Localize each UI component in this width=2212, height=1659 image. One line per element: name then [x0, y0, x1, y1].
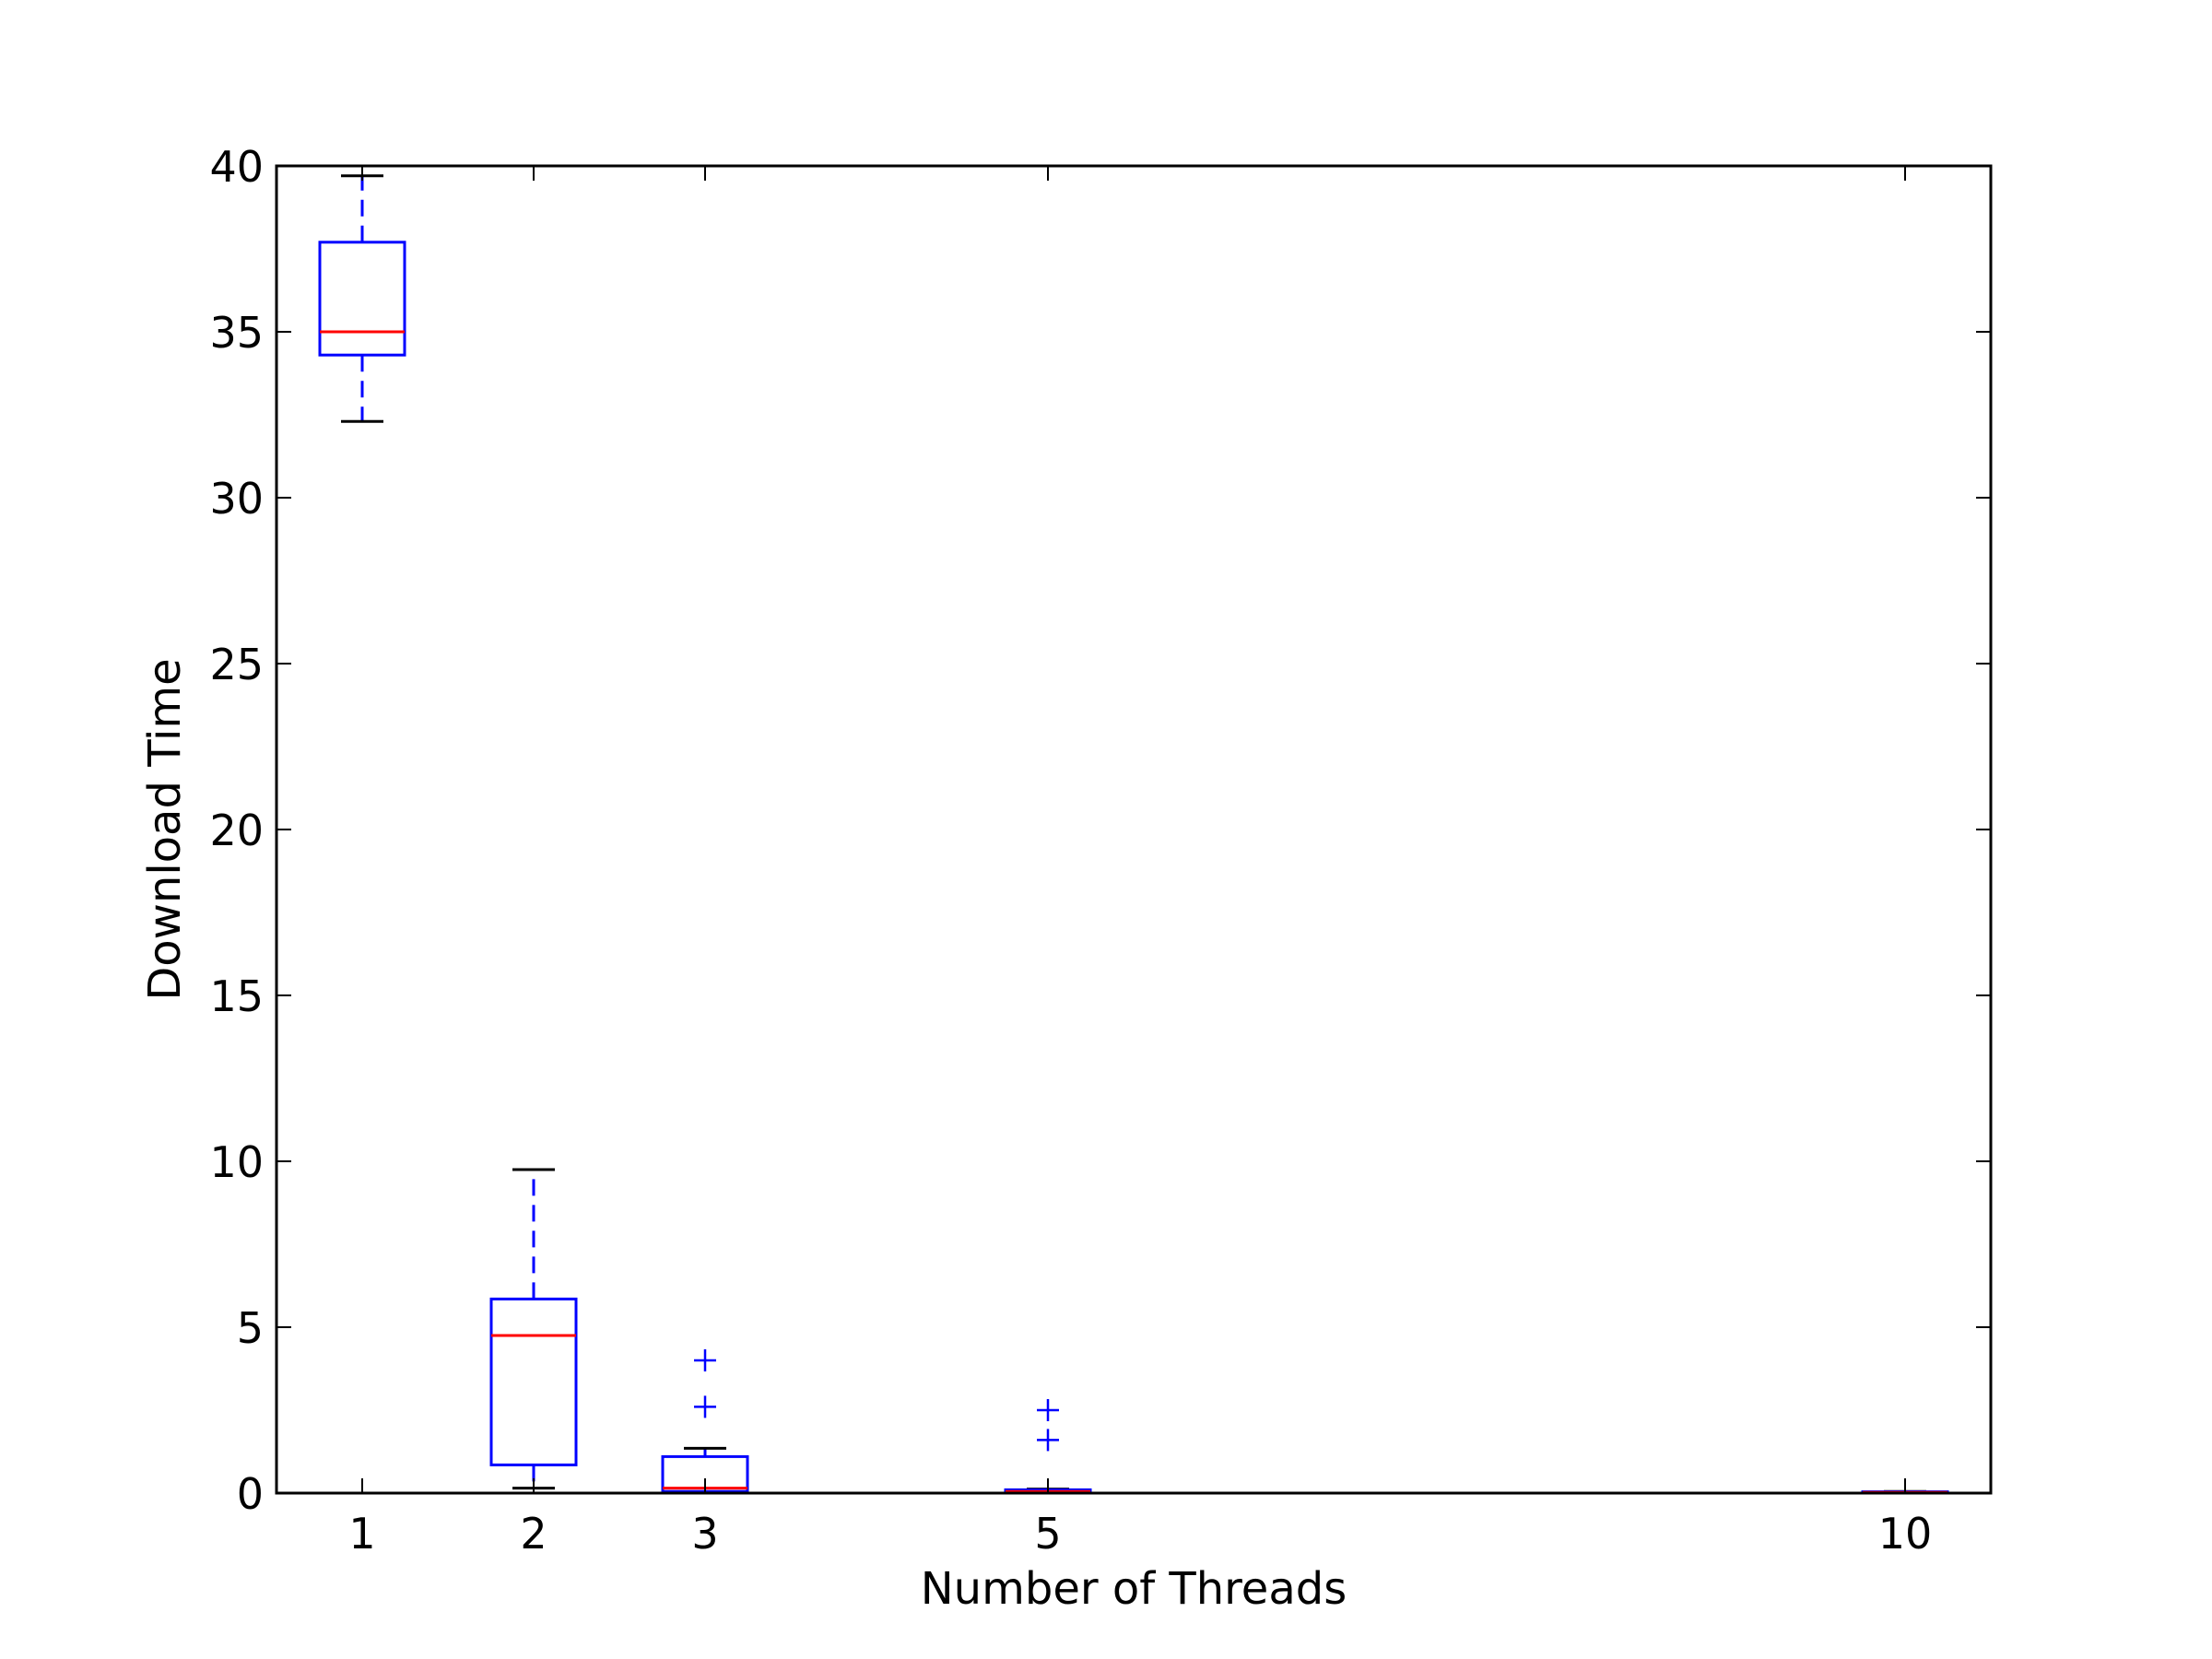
flier-point: [1037, 1399, 1059, 1421]
y-tick-label: 40: [209, 142, 264, 192]
x-tick-label: 2: [520, 1509, 547, 1559]
x-tick-label: 1: [348, 1509, 375, 1559]
y-tick-label: 10: [209, 1137, 264, 1187]
flier-point: [1037, 1429, 1059, 1452]
x-axis-label: Number of Threads: [921, 1563, 1347, 1615]
boxes-layer: [318, 174, 1949, 1495]
box-group-1: [318, 174, 406, 423]
x-tick-label: 3: [691, 1509, 718, 1559]
y-tick-label: 15: [209, 971, 264, 1021]
box-iqr: [489, 1297, 578, 1466]
y-axis-label: Download Time: [139, 658, 191, 1000]
box-group-2: [489, 1168, 578, 1490]
y-tick-label: 20: [209, 806, 264, 855]
y-tick-label: 0: [237, 1469, 264, 1519]
plot-frame: [275, 164, 1993, 1495]
y-tick-label: 5: [237, 1303, 264, 1353]
box-group-3: [661, 1349, 749, 1495]
y-tick-label: 25: [209, 640, 264, 689]
x-tick-label: 5: [1034, 1509, 1061, 1559]
flier-point: [694, 1349, 716, 1371]
x-tick-label: 10: [1878, 1509, 1933, 1559]
flier-point: [694, 1395, 716, 1418]
y-tick-label: 30: [209, 474, 264, 524]
box-iqr: [318, 241, 406, 357]
y-tick-label: 35: [209, 308, 264, 358]
